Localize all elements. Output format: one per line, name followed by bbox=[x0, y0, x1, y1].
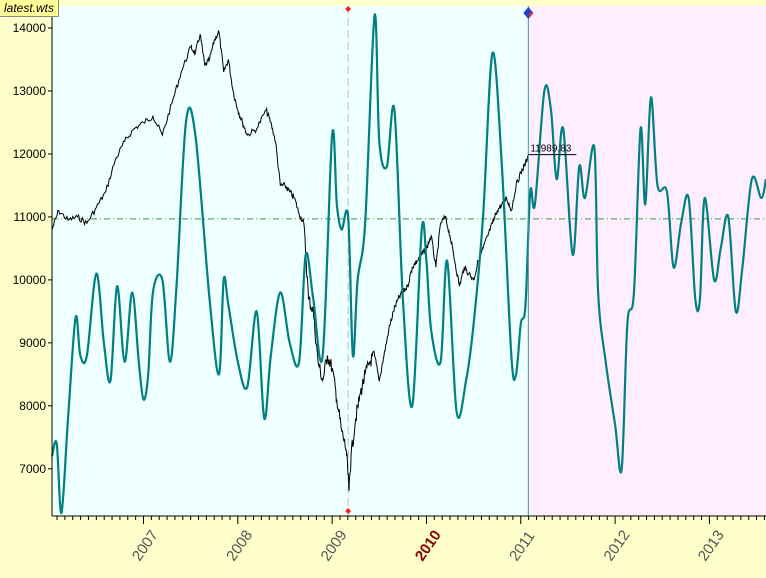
y-tick-label: 9000 bbox=[19, 336, 46, 350]
x-tick-label: 2013 bbox=[695, 527, 728, 564]
y-tick-label: 13000 bbox=[13, 84, 47, 98]
marker-bottom[interactable] bbox=[345, 508, 352, 514]
x-tick-label: 2009 bbox=[317, 527, 350, 564]
plot-background-future bbox=[528, 6, 766, 516]
price-line bbox=[51, 30, 529, 491]
y-tick-label: 10000 bbox=[13, 273, 47, 287]
plot-background-past bbox=[52, 6, 529, 516]
cycle-forecast-line bbox=[50, 13, 766, 514]
x-tick-label: 2012 bbox=[600, 527, 633, 564]
file-name-tag: latest.wts bbox=[0, 0, 60, 17]
y-tick-label: 14000 bbox=[13, 21, 47, 35]
cursor-value-label: 11989.83 bbox=[530, 144, 571, 155]
y-tick-label: 12000 bbox=[13, 147, 47, 161]
x-tick-label: 2008 bbox=[223, 527, 256, 564]
y-tick-label: 7000 bbox=[19, 462, 46, 476]
cursor-marker-accent bbox=[529, 13, 534, 18]
x-tick-label: 2010 bbox=[412, 527, 445, 564]
marker-top[interactable] bbox=[345, 6, 352, 12]
x-tick-label: 2007 bbox=[129, 527, 162, 564]
y-tick-label: 8000 bbox=[19, 399, 46, 413]
y-tick-label: 11000 bbox=[14, 210, 47, 224]
x-tick-label: 2011 bbox=[506, 528, 538, 564]
